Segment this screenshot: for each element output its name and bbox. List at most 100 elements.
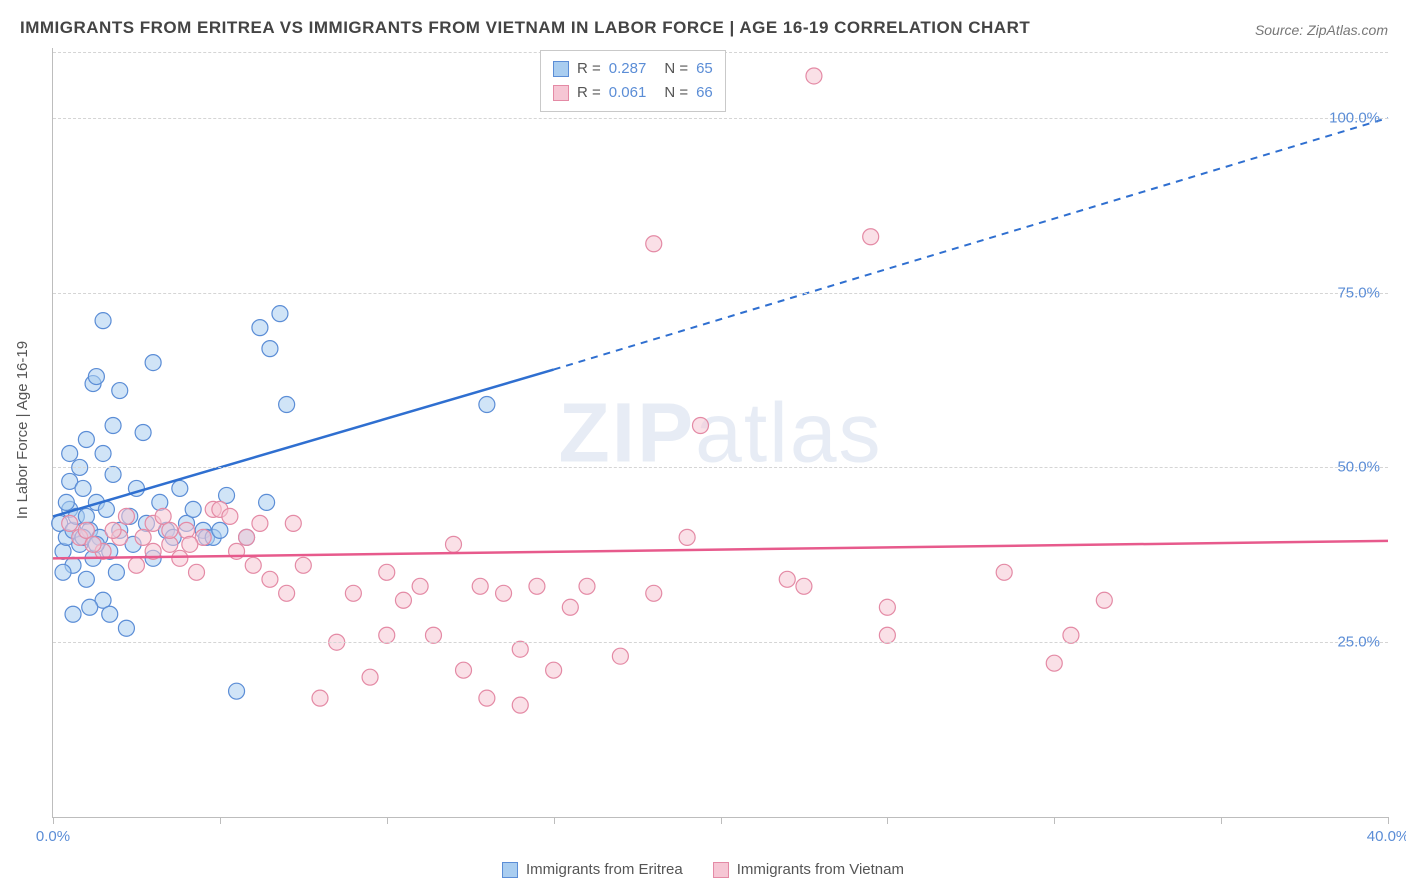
marker [412,578,428,594]
marker [88,369,104,385]
marker [98,501,114,517]
marker [145,355,161,371]
marker [212,522,228,538]
marker [179,522,195,538]
x-tick-mark [887,817,888,824]
marker [105,522,121,538]
marker [425,627,441,643]
marker [1063,627,1079,643]
r-value-vietnam: 0.061 [609,81,647,105]
series-legend: Immigrants from Eritrea Immigrants from … [502,861,904,878]
marker [259,494,275,510]
n-value-eritrea: 65 [696,57,713,81]
gridline [53,118,1388,119]
marker [95,445,111,461]
x-tick-mark [220,817,221,824]
marker [796,578,812,594]
marker [395,592,411,608]
legend-item-eritrea: Immigrants from Eritrea [502,861,683,878]
y-tick-label: 75.0% [1337,284,1380,301]
x-tick-mark [1221,817,1222,824]
marker [185,501,201,517]
marker [529,578,545,594]
marker [279,585,295,601]
marker [692,418,708,434]
marker [579,578,595,594]
marker [245,557,261,573]
marker [172,550,188,566]
marker [62,445,78,461]
marker [479,397,495,413]
legend-item-vietnam: Immigrants from Vietnam [713,861,904,878]
marker [55,564,71,580]
x-tick-label: 0.0% [36,828,70,845]
marker [75,480,91,496]
y-tick-label: 25.0% [1337,634,1380,651]
r-label: R = [577,57,601,81]
marker [252,515,268,531]
r-value-eritrea: 0.287 [609,57,647,81]
gridline [53,467,1388,468]
marker [446,536,462,552]
marker [58,494,74,510]
marker [239,529,255,545]
marker [879,599,895,615]
marker [65,606,81,622]
marker [95,313,111,329]
marker [112,383,128,399]
marker [102,606,118,622]
marker [105,466,121,482]
gridline [53,293,1388,294]
legend-row-eritrea: R = 0.287 N = 65 [553,57,713,81]
x-tick-mark [387,817,388,824]
marker [272,306,288,322]
marker [262,341,278,357]
marker [512,641,528,657]
marker [172,480,188,496]
marker [512,697,528,713]
y-axis-label: In Labor Force | Age 16-19 [14,341,31,519]
marker [135,425,151,441]
legend-label-vietnam: Immigrants from Vietnam [737,861,904,878]
x-tick-mark [721,817,722,824]
marker [105,418,121,434]
swatch-vietnam-icon [713,862,729,878]
marker [996,564,1012,580]
plot-area: ZIPatlas 25.0%50.0%75.0%100.0%0.0%40.0% [52,48,1388,818]
marker [646,236,662,252]
n-label: N = [664,81,688,105]
marker [679,529,695,545]
n-value-vietnam: 66 [696,81,713,105]
marker [135,529,151,545]
correlation-legend: R = 0.287 N = 65 R = 0.061 N = 66 [540,50,726,112]
marker [152,494,168,510]
n-label: N = [664,57,688,81]
marker [456,662,472,678]
swatch-eritrea-icon [502,862,518,878]
marker [128,557,144,573]
marker [646,585,662,601]
marker [362,669,378,685]
r-label: R = [577,81,601,105]
marker [285,515,301,531]
marker [806,68,822,84]
source-attribution: Source: ZipAtlas.com [1255,22,1388,38]
marker [279,397,295,413]
marker [379,627,395,643]
marker [162,522,178,538]
marker [78,431,94,447]
marker [62,515,78,531]
swatch-vietnam [553,85,569,101]
marker [182,536,198,552]
x-tick-label: 40.0% [1367,828,1406,845]
marker [496,585,512,601]
marker [879,627,895,643]
swatch-eritrea [553,61,569,77]
x-tick-mark [554,817,555,824]
marker [189,564,205,580]
y-tick-label: 100.0% [1329,109,1380,126]
legend-label-eritrea: Immigrants from Eritrea [526,861,683,878]
marker [78,571,94,587]
x-tick-mark [1388,817,1389,824]
marker [295,557,311,573]
